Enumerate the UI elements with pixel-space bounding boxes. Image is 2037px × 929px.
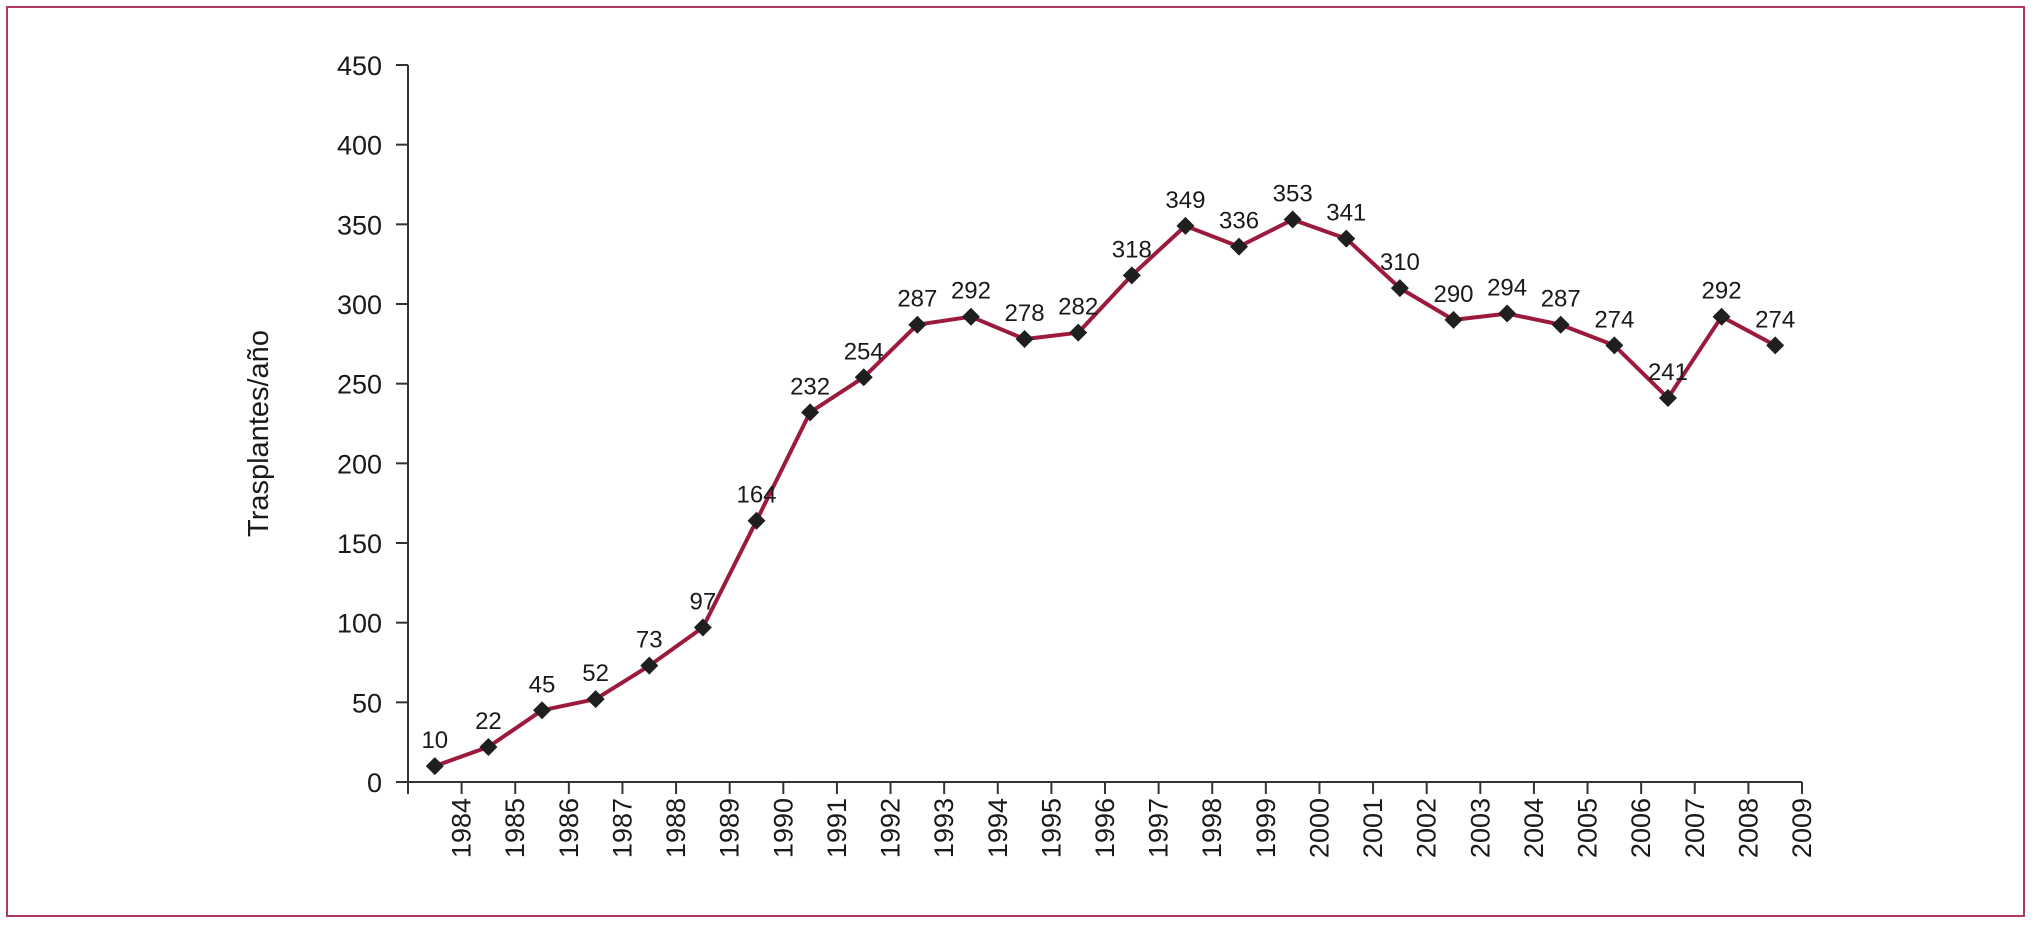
data-label: 22 xyxy=(475,708,502,735)
y-axis-ticks: 0 50 100 150 200 250 300 350 400 450 xyxy=(337,51,408,798)
data-label: 164 xyxy=(736,482,776,509)
y-tick-label: 450 xyxy=(337,51,382,81)
data-label: 292 xyxy=(1702,278,1742,305)
data-point xyxy=(1605,336,1624,355)
x-tick-label: 1987 xyxy=(607,798,637,858)
x-tick-label: 2001 xyxy=(1358,798,1388,858)
y-axis-title: Trasplantes/año xyxy=(243,330,275,537)
x-tick-label: 1997 xyxy=(1144,798,1174,858)
data-labels: 10 22 45 52 73 97 164 232 254 287 292 278 282 318 349 3… xyxy=(421,181,1795,755)
x-tick-label: 1999 xyxy=(1251,798,1281,858)
x-tick-label: 2002 xyxy=(1412,798,1442,858)
data-label: 310 xyxy=(1380,249,1420,276)
x-tick-label: 1995 xyxy=(1036,798,1066,858)
y-tick-label: 50 xyxy=(352,688,382,718)
data-point xyxy=(425,757,444,776)
series-line xyxy=(434,217,1777,768)
data-point xyxy=(1498,304,1517,323)
data-point xyxy=(693,618,712,637)
data-label: 254 xyxy=(844,338,884,365)
data-label: 282 xyxy=(1058,294,1098,321)
x-tick-label: 1985 xyxy=(500,798,530,858)
data-label: 287 xyxy=(897,286,937,313)
x-tick-label: 1988 xyxy=(661,798,691,858)
y-tick-label: 200 xyxy=(337,449,382,479)
x-tick-label: 2009 xyxy=(1787,798,1817,858)
x-tick-label: 2003 xyxy=(1465,798,1495,858)
data-point xyxy=(1444,310,1463,329)
x-tick-label: 1990 xyxy=(768,798,798,858)
data-point xyxy=(1283,210,1302,229)
y-tick-label: 350 xyxy=(337,210,382,240)
data-point xyxy=(533,701,552,720)
x-tick-label: 1991 xyxy=(822,798,852,858)
x-tick-label: 2008 xyxy=(1733,798,1763,858)
data-point xyxy=(1390,279,1409,298)
data-label: 45 xyxy=(529,671,556,698)
data-point xyxy=(479,737,498,756)
x-tick-label: 2000 xyxy=(1304,798,1334,858)
data-point xyxy=(747,511,766,530)
x-tick-label: 2007 xyxy=(1680,798,1710,858)
y-tick-label: 300 xyxy=(337,290,382,320)
data-point xyxy=(1069,323,1088,342)
data-point xyxy=(1551,315,1570,334)
data-point xyxy=(1337,229,1356,248)
data-point xyxy=(961,307,980,326)
y-tick-label: 250 xyxy=(337,370,382,400)
axes xyxy=(407,65,1802,783)
x-tick-label: 2004 xyxy=(1519,798,1549,858)
data-label: 10 xyxy=(421,727,448,754)
y-tick-label: 400 xyxy=(337,131,382,161)
data-label: 294 xyxy=(1487,275,1527,302)
data-point xyxy=(1015,330,1034,349)
x-axis-ticks: 1984 1985 1986 1987 1988 1989 1990 1991 1992 1993… xyxy=(407,782,1817,858)
data-label: 341 xyxy=(1326,200,1366,227)
data-point xyxy=(1230,237,1249,256)
data-label: 73 xyxy=(636,627,663,654)
data-markers xyxy=(425,210,1785,776)
data-label: 278 xyxy=(1005,300,1045,327)
data-point xyxy=(1658,389,1677,408)
chart-frame xyxy=(6,6,2025,917)
x-tick-label: 1989 xyxy=(715,798,745,858)
data-label: 274 xyxy=(1755,306,1795,333)
x-tick-label: 1996 xyxy=(1090,798,1120,858)
data-label: 232 xyxy=(790,373,830,400)
x-tick-label: 2006 xyxy=(1626,798,1656,858)
data-label: 318 xyxy=(1112,236,1152,263)
data-label: 290 xyxy=(1433,281,1473,308)
x-tick-label: 1984 xyxy=(447,798,477,858)
x-tick-label: 1993 xyxy=(929,798,959,858)
data-label: 97 xyxy=(690,588,717,615)
data-label: 287 xyxy=(1541,286,1581,313)
y-tick-label: 150 xyxy=(337,529,382,559)
data-point xyxy=(1122,266,1141,285)
data-label: 353 xyxy=(1273,181,1313,208)
x-tick-label: 1986 xyxy=(554,798,584,858)
data-label: 274 xyxy=(1594,306,1634,333)
data-label: 52 xyxy=(582,660,609,687)
data-point xyxy=(801,403,820,422)
data-label: 292 xyxy=(951,278,991,305)
data-point xyxy=(1766,336,1785,355)
x-tick-label: 1992 xyxy=(876,798,906,858)
data-point xyxy=(640,656,659,675)
x-tick-label: 1994 xyxy=(983,798,1013,858)
data-label: 336 xyxy=(1219,208,1259,235)
data-label: 349 xyxy=(1165,187,1205,214)
data-label: 241 xyxy=(1648,359,1688,386)
x-tick-label: 2005 xyxy=(1573,798,1603,858)
data-point xyxy=(908,315,927,334)
y-tick-label: 100 xyxy=(337,609,382,639)
data-point xyxy=(1176,216,1195,235)
x-tick-label: 1998 xyxy=(1197,798,1227,858)
data-point xyxy=(1712,307,1731,326)
data-point xyxy=(854,368,873,387)
y-tick-label: 0 xyxy=(367,768,382,798)
data-point xyxy=(586,690,605,709)
